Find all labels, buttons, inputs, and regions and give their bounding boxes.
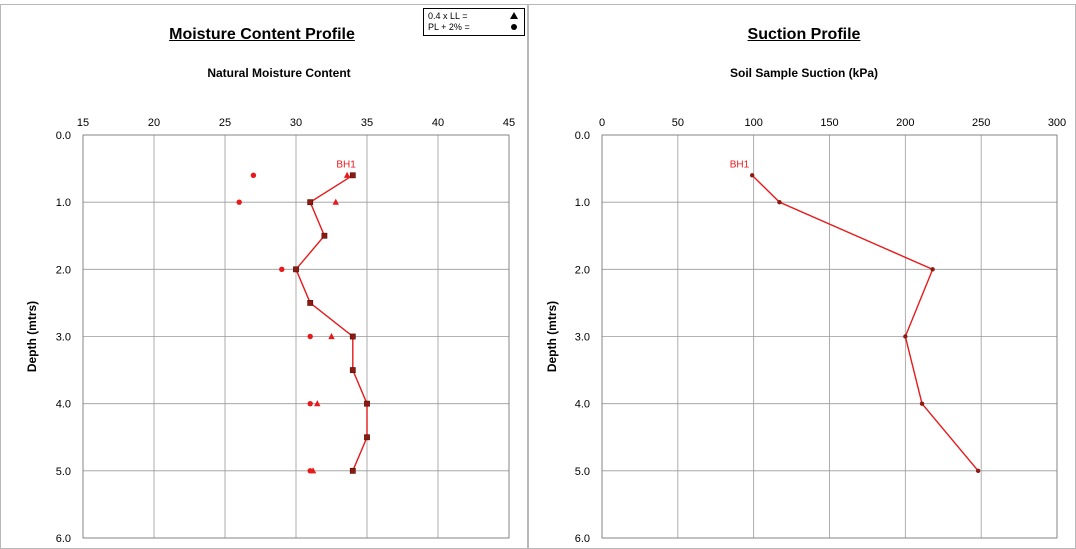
moisture-circle-point (307, 468, 313, 474)
moisture-x-tick-label: 40 (432, 117, 444, 129)
suction-y-tick-label: 0.0 (575, 130, 590, 142)
moisture-panel (0, 4, 528, 549)
moisture-series-line (295, 174, 368, 472)
moisture-plot-border (82, 134, 510, 539)
triangle-marker-icon (510, 12, 518, 19)
moisture-y-tick-label: 3.0 (56, 332, 71, 344)
suction-x-tick-label: 200 (896, 117, 914, 129)
moisture-data-point (364, 434, 370, 441)
moisture-x-tick-label: 35 (361, 117, 373, 129)
suction-plot: 0 50 100 150 200 250 300 0.0 1.0 2.0 3.0 4.0 5.0 6.0 D… (545, 117, 1066, 545)
suction-y-tick-label: 3.0 (575, 332, 590, 344)
chart-legend: 0.4 x LL = PL + 2% = (423, 8, 525, 36)
moisture-circle-point (307, 400, 313, 407)
moisture-x-tick-label: 15 (77, 117, 89, 129)
legend-entry-circle: PL + 2% = (428, 22, 520, 33)
suction-x-tick-label: 300 (1048, 117, 1066, 129)
moisture-annotation-label: BH1 (336, 159, 356, 170)
moisture-circle-point (236, 199, 242, 205)
moisture-y-tick-label: 6.0 (56, 533, 71, 545)
moisture-x-tick-label: 30 (290, 117, 302, 129)
suction-y-tick-label: 6.0 (575, 533, 590, 545)
suction-y-axis-label: Depth (mtrs) (545, 301, 559, 372)
moisture-data-point (307, 300, 314, 306)
moisture-triangle-point (328, 332, 335, 340)
suction-data-point (975, 468, 981, 474)
moisture-data-point (321, 232, 328, 239)
suction-data-point (930, 267, 935, 272)
moisture-y-tick-label: 0.0 (56, 130, 71, 142)
suction-x-tick-label: 0 (599, 117, 605, 129)
moisture-triangle-point (314, 400, 321, 407)
moisture-plot: 15 20 25 30 35 40 45 0.0 1.0 2.0 3.0 4.0 5.0 6.0 Depth… (25, 117, 515, 545)
moisture-circle-point (307, 333, 313, 340)
suction-data-point (749, 173, 755, 178)
suction-series-line (751, 174, 979, 472)
moisture-data-point (293, 266, 299, 273)
moisture-x-tick-label: 20 (148, 117, 160, 129)
moisture-triangle-point (332, 198, 339, 205)
suction-y-tick-label: 5.0 (575, 466, 590, 478)
legend-label-triangle: 0.4 x LL = (428, 11, 468, 21)
moisture-data-point (349, 333, 356, 340)
moisture-x-tick-label: 25 (219, 117, 231, 129)
suction-y-tick-label: 2.0 (575, 264, 590, 276)
moisture-triangle-point (343, 171, 351, 178)
moisture-y-tick-label: 5.0 (56, 466, 71, 478)
suction-x-tick-label: 50 (672, 117, 684, 129)
suction-plot-border (601, 134, 1058, 539)
legend-entry-triangle: 0.4 x LL = (428, 11, 520, 22)
suction-data-point (777, 199, 782, 205)
moisture-data-point (349, 172, 356, 179)
moisture-x-tick-label: 45 (503, 117, 515, 129)
moisture-chart-subtitle: Natural Moisture Content (207, 66, 351, 80)
legend-label-circle: PL + 2% = (428, 22, 470, 32)
moisture-data-point (364, 400, 370, 407)
suction-data-point (903, 334, 908, 339)
moisture-circle-point (279, 266, 285, 273)
moisture-circle-point (250, 172, 257, 178)
moisture-y-tick-label: 1.0 (56, 197, 71, 209)
moisture-y-axis-label: Depth (mtrs) (25, 301, 39, 372)
suction-x-tick-label: 250 (972, 117, 990, 129)
circle-marker-icon (511, 24, 517, 30)
moisture-chart-title: Moisture Content Profile (169, 26, 355, 43)
suction-x-tick-label: 150 (820, 117, 838, 129)
moisture-data-point (349, 367, 356, 373)
suction-chart-title: Suction Profile (747, 26, 861, 43)
moisture-y-tick-label: 2.0 (56, 264, 71, 276)
suction-data-point (919, 401, 925, 406)
suction-chart-subtitle: Soil Sample Suction (kPa) (729, 66, 879, 80)
suction-y-tick-label: 1.0 (575, 197, 590, 209)
moisture-data-point (349, 467, 356, 474)
suction-y-tick-label: 4.0 (575, 399, 590, 411)
suction-x-tick-label: 100 (744, 117, 762, 129)
moisture-y-tick-label: 4.0 (56, 399, 71, 411)
suction-panel (528, 4, 1076, 549)
moisture-data-point (307, 199, 314, 206)
suction-annotation-label: BH1 (730, 159, 750, 170)
